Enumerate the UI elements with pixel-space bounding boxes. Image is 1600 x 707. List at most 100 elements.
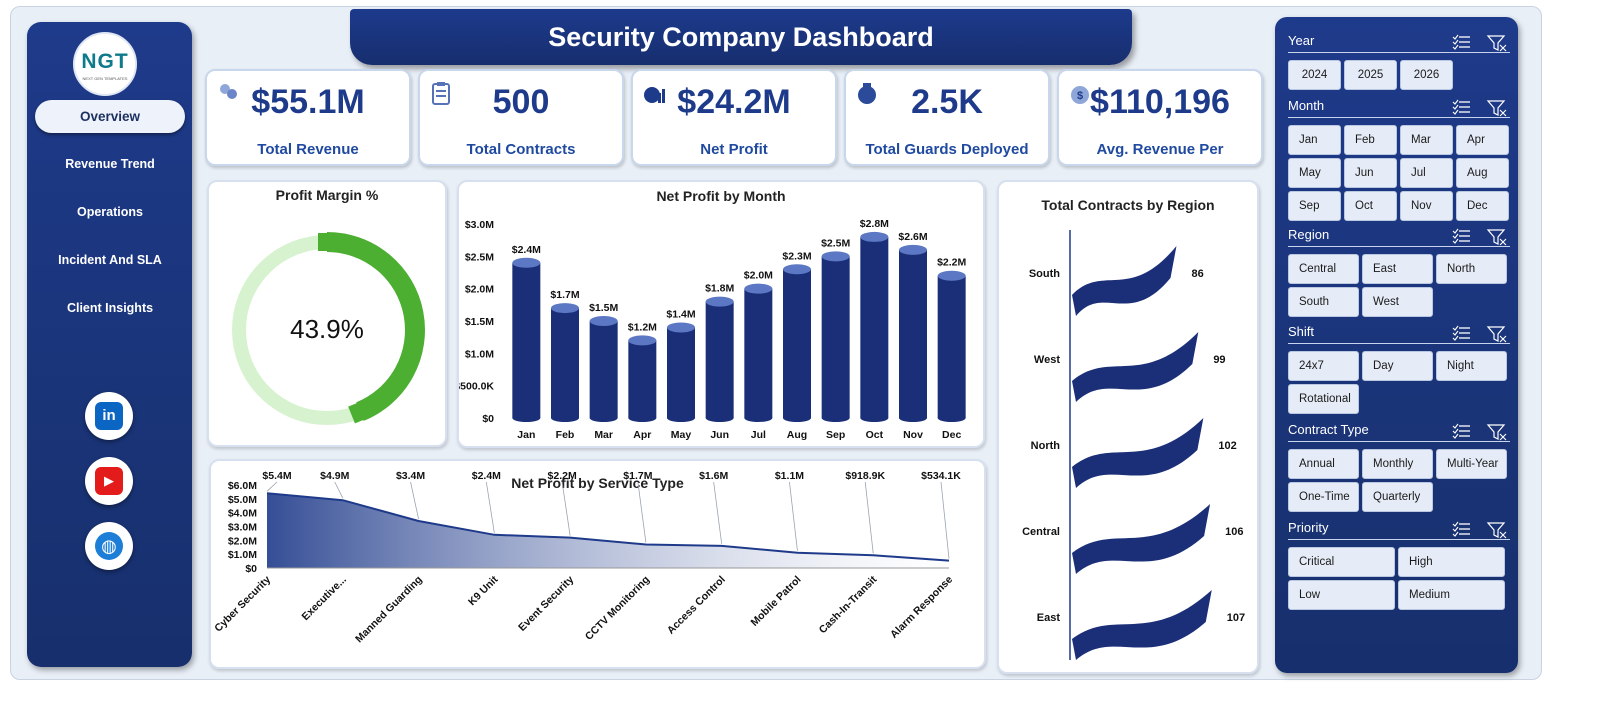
bar-base xyxy=(860,414,889,422)
y-tick-label: $2.0M xyxy=(465,284,494,296)
data-label: $2.2M xyxy=(548,470,577,482)
filter-chip-aug[interactable]: Aug xyxy=(1456,158,1509,188)
clipboard-icon xyxy=(432,82,450,105)
filter-chip-oct[interactable]: Oct xyxy=(1344,191,1397,221)
nav-operations[interactable]: Operations xyxy=(77,205,143,219)
clear-filter-icon[interactable] xyxy=(1486,229,1507,246)
y-tick-label: $2.0M xyxy=(228,535,257,547)
leader-line xyxy=(789,481,798,551)
linkedin-button[interactable]: in xyxy=(85,392,133,440)
filter-chip-north[interactable]: North xyxy=(1436,254,1507,284)
x-tick-label: Jul xyxy=(751,429,766,441)
clear-filter-icon[interactable] xyxy=(1486,100,1507,117)
leader-line xyxy=(713,481,723,544)
filter-chip-jul[interactable]: Jul xyxy=(1400,158,1453,188)
page-title: Security Company Dashboard xyxy=(548,22,934,52)
data-label: $1.7M xyxy=(623,470,652,482)
kpi-value: 500 xyxy=(492,83,550,121)
data-label: $2.3M xyxy=(782,250,811,262)
multi-select-icon[interactable] xyxy=(1452,99,1470,115)
nav-revenue-trend[interactable]: Revenue Trend xyxy=(65,157,155,171)
x-tick-label: CCTV Monitoring xyxy=(583,574,652,643)
filter-chip-central[interactable]: Central xyxy=(1288,254,1359,284)
data-label: 106 xyxy=(1225,526,1243,538)
nav-client-insights[interactable]: Client Insights xyxy=(66,301,154,315)
x-tick-label: Aug xyxy=(787,429,807,441)
filter-chip-sep[interactable]: Sep xyxy=(1288,191,1341,221)
filter-chip-annual[interactable]: Annual xyxy=(1288,449,1359,479)
donut-gear-tooth xyxy=(388,365,414,391)
filter-chip-one-time[interactable]: One-Time xyxy=(1288,482,1359,512)
multi-select-icon[interactable] xyxy=(1452,228,1470,244)
y-tick-label: $0 xyxy=(482,413,494,425)
multi-select-icon[interactable] xyxy=(1452,325,1470,341)
filter-chip-west[interactable]: West xyxy=(1362,287,1433,317)
flag-bar xyxy=(1072,504,1211,574)
bar-top xyxy=(512,257,541,268)
filter-chip-mar[interactable]: Mar xyxy=(1400,125,1453,155)
filter-chip-high[interactable]: High xyxy=(1398,547,1505,577)
multi-select-icon[interactable] xyxy=(1452,423,1470,439)
x-tick-label: Alarm Response xyxy=(888,574,955,641)
chart-title: Profit Margin % xyxy=(275,187,379,203)
clear-filter-icon[interactable] xyxy=(1486,424,1507,441)
slicer-toolbar xyxy=(1452,521,1507,539)
donut-gear-tooth xyxy=(384,264,410,290)
left-navigation: NGT NEXT GEN TEMPLATES Overview Revenue … xyxy=(27,22,192,667)
filter-chip-multi-year[interactable]: Multi-Year xyxy=(1436,449,1507,479)
area-fill xyxy=(267,493,949,568)
leader-line xyxy=(940,481,950,559)
bar-base xyxy=(744,414,773,422)
slicer-toolbar xyxy=(1452,325,1507,343)
kpi-value: $110,196 xyxy=(1090,83,1230,121)
filter-chip-critical[interactable]: Critical xyxy=(1288,547,1395,577)
multi-select-icon[interactable] xyxy=(1452,521,1470,537)
nav-overview[interactable]: Overview xyxy=(35,100,185,133)
filter-chip-nov[interactable]: Nov xyxy=(1400,191,1453,221)
kpi-net-profit: $24.2M Net Profit xyxy=(631,69,837,166)
filter-chip-dec[interactable]: Dec xyxy=(1456,191,1509,221)
data-label: $3.4M xyxy=(396,470,425,482)
website-button[interactable]: ◍ xyxy=(85,522,133,570)
multi-select-icon[interactable] xyxy=(1452,34,1470,50)
data-label: $2.2M xyxy=(937,257,966,269)
filter-chip-medium[interactable]: Medium xyxy=(1398,580,1505,610)
bar-base xyxy=(667,414,695,422)
filter-chip-south[interactable]: South xyxy=(1288,287,1359,317)
nav-incident-and-sla[interactable]: Incident And SLA xyxy=(58,253,162,267)
filter-chip-rotational[interactable]: Rotational xyxy=(1288,384,1359,414)
bar-top xyxy=(705,296,734,307)
x-tick-label: Event Security xyxy=(516,574,576,634)
filter-chip-quarterly[interactable]: Quarterly xyxy=(1362,482,1433,512)
filter-chip-east[interactable]: East xyxy=(1362,254,1433,284)
kpi-value: $24.2M xyxy=(677,83,791,121)
filter-chip-2024[interactable]: 2024 xyxy=(1288,60,1341,90)
filter-chip-jun[interactable]: Jun xyxy=(1344,158,1397,188)
clear-filter-icon[interactable] xyxy=(1486,522,1507,539)
data-label: $1.1M xyxy=(775,470,804,482)
bar xyxy=(821,256,850,418)
filter-chip-day[interactable]: Day xyxy=(1362,351,1433,381)
filter-chip-monthly[interactable]: Monthly xyxy=(1362,449,1433,479)
filter-chip-low[interactable]: Low xyxy=(1288,580,1395,610)
filter-chip-24x7[interactable]: 24x7 xyxy=(1288,351,1359,381)
filter-chip-apr[interactable]: Apr xyxy=(1456,125,1509,155)
data-label: $2.4M xyxy=(512,244,541,256)
clear-filter-icon[interactable] xyxy=(1486,326,1507,343)
bar-base xyxy=(589,414,618,422)
filter-chip-jan[interactable]: Jan xyxy=(1288,125,1341,155)
profit-margin-chart: 43.9% xyxy=(232,232,425,425)
filter-chip-may[interactable]: May xyxy=(1288,158,1341,188)
bar-base xyxy=(937,414,966,422)
filter-chip-2026[interactable]: 2026 xyxy=(1400,60,1453,90)
category-label: East xyxy=(1037,612,1061,624)
filter-chip-2025[interactable]: 2025 xyxy=(1344,60,1397,90)
slicer-toolbar xyxy=(1452,228,1507,246)
category-label: West xyxy=(1034,354,1060,366)
bar-top xyxy=(667,322,695,333)
youtube-button[interactable]: ▶ xyxy=(85,457,133,505)
slicer-header-priority: Priority xyxy=(1288,520,1510,540)
clear-filter-icon[interactable] xyxy=(1486,35,1507,52)
filter-chip-night[interactable]: Night xyxy=(1436,351,1507,381)
filter-chip-feb[interactable]: Feb xyxy=(1344,125,1397,155)
